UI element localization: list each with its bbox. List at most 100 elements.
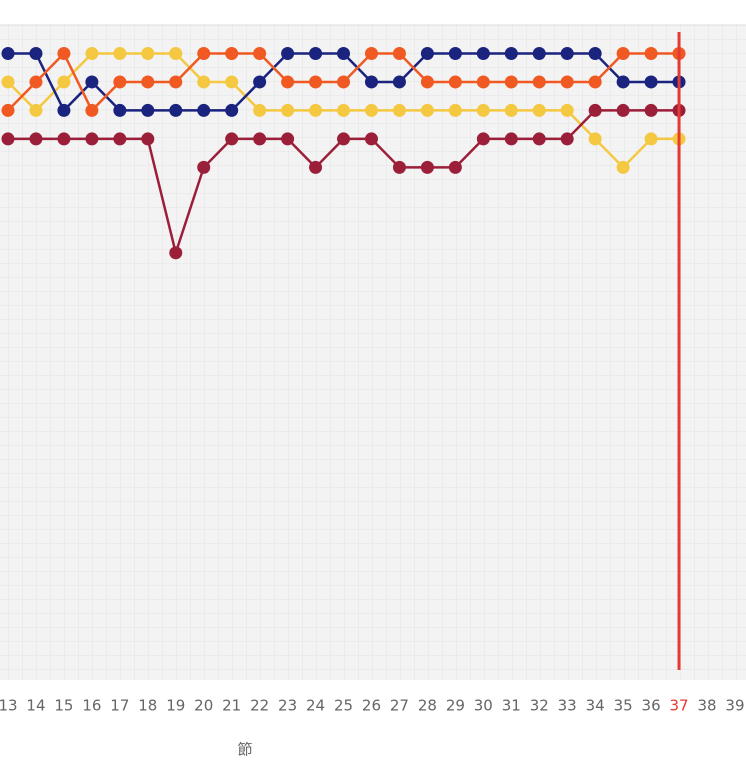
point — [588, 103, 602, 117]
point — [420, 103, 434, 117]
point — [448, 103, 462, 117]
x-tick-label: 37 — [669, 697, 688, 715]
x-tick-label: 22 — [250, 697, 269, 715]
point — [560, 75, 574, 89]
point — [281, 103, 295, 117]
point — [281, 132, 295, 146]
x-tick-label: 25 — [334, 697, 353, 715]
x-tick-label: 34 — [586, 697, 605, 715]
point — [392, 103, 406, 117]
point — [420, 75, 434, 89]
point — [588, 46, 602, 60]
point — [504, 132, 518, 146]
point — [504, 46, 518, 60]
point — [560, 103, 574, 117]
point — [476, 132, 490, 146]
point — [169, 246, 183, 260]
x-tick-label: 24 — [306, 697, 325, 715]
point — [169, 103, 183, 117]
point — [364, 132, 378, 146]
point — [113, 103, 127, 117]
x-tick-label: 20 — [194, 697, 213, 715]
point — [225, 46, 239, 60]
point — [532, 103, 546, 117]
point — [113, 46, 127, 60]
x-tick-label: 30 — [474, 697, 493, 715]
point — [169, 46, 183, 60]
x-tick-label: 26 — [362, 697, 381, 715]
x-tick-label: 13 — [0, 697, 18, 715]
x-tick-label: 28 — [418, 697, 437, 715]
point — [337, 46, 351, 60]
point — [29, 75, 43, 89]
x-tick-label: 29 — [446, 697, 465, 715]
x-tick-label: 35 — [614, 697, 633, 715]
x-tick-label: 32 — [530, 697, 549, 715]
point — [588, 132, 602, 146]
point — [1, 132, 15, 146]
point — [532, 75, 546, 89]
point — [85, 46, 99, 60]
x-tick-label: 36 — [642, 697, 661, 715]
x-tick-label: 31 — [502, 697, 521, 715]
point — [616, 75, 630, 89]
point — [1, 75, 15, 89]
point — [532, 46, 546, 60]
point — [448, 160, 462, 174]
point — [197, 103, 211, 117]
point — [448, 75, 462, 89]
point — [644, 46, 658, 60]
x-tick-label: 21 — [222, 697, 241, 715]
point — [29, 103, 43, 117]
point — [364, 103, 378, 117]
point — [85, 132, 99, 146]
point — [197, 46, 211, 60]
x-tick-label: 27 — [390, 697, 409, 715]
point — [309, 46, 323, 60]
point — [197, 160, 211, 174]
point — [644, 75, 658, 89]
point — [169, 75, 183, 89]
point — [364, 75, 378, 89]
point — [141, 132, 155, 146]
point — [616, 103, 630, 117]
point — [85, 103, 99, 117]
point — [504, 103, 518, 117]
point — [309, 160, 323, 174]
x-tick-label: 39 — [725, 697, 744, 715]
point — [560, 46, 574, 60]
point — [57, 103, 71, 117]
point — [253, 103, 267, 117]
point — [448, 46, 462, 60]
point — [1, 103, 15, 117]
point — [476, 46, 490, 60]
point — [1, 46, 15, 60]
point — [644, 103, 658, 117]
point — [141, 103, 155, 117]
point — [337, 132, 351, 146]
point — [644, 132, 658, 146]
point — [253, 75, 267, 89]
x-tick-label: 23 — [278, 697, 297, 715]
point — [113, 132, 127, 146]
x-tick-label: 14 — [26, 697, 45, 715]
point — [560, 132, 574, 146]
point — [141, 75, 155, 89]
point — [197, 75, 211, 89]
point — [281, 46, 295, 60]
x-tick-label: 38 — [697, 697, 716, 715]
point — [476, 103, 490, 117]
x-tick-label: 19 — [166, 697, 185, 715]
point — [309, 75, 323, 89]
x-tick-label: 33 — [558, 697, 577, 715]
point — [337, 75, 351, 89]
point — [281, 75, 295, 89]
point — [253, 132, 267, 146]
x-tick-label: 16 — [82, 697, 101, 715]
point — [141, 46, 155, 60]
x-tick-label: 18 — [138, 697, 157, 715]
point — [364, 46, 378, 60]
point — [504, 75, 518, 89]
point — [29, 132, 43, 146]
point — [616, 46, 630, 60]
